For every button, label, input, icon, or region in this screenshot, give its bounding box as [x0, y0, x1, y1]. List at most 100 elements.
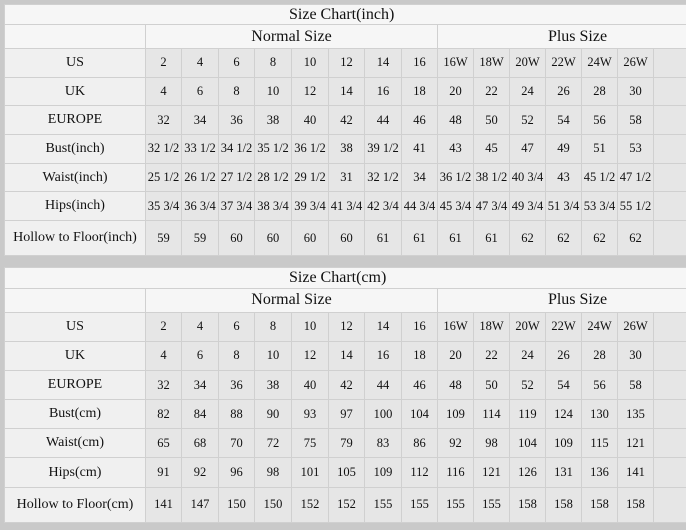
- plus-size-cell: 98: [473, 428, 510, 459]
- plus-size-cell: 135: [617, 399, 654, 430]
- plus-size-cell: 24W: [581, 311, 618, 342]
- empty-cell: [652, 486, 686, 524]
- plus-size-cell: 158: [545, 486, 582, 524]
- plus-size-cell: 51: [581, 134, 618, 164]
- table-row: UK 4 6 8 10 12 14 16 18 20 22 24 26 28 30: [4, 76, 686, 107]
- normal-size-cell: 16: [401, 311, 438, 342]
- normal-size-cell: 18: [401, 76, 438, 107]
- normal-size-cell: 36 3/4: [181, 191, 219, 222]
- plus-size-cell: 18W: [473, 48, 510, 78]
- normal-size-cell: 61: [401, 220, 438, 256]
- normal-size-cell: 28 1/2: [254, 162, 292, 193]
- normal-size-cell: 33 1/2: [181, 134, 219, 164]
- table-row: Bust(inch) 32 1/2 33 1/2 34 1/2 35 1/2 36 1/2…: [4, 134, 686, 164]
- normal-size-cell: 41: [401, 134, 438, 164]
- normal-size-cell: 101: [291, 457, 329, 488]
- normal-size-cell: 32: [145, 105, 182, 136]
- normal-size-cell: 27 1/2: [218, 162, 255, 193]
- plus-size-cell: 26W: [617, 311, 654, 342]
- empty-cell: [652, 311, 686, 342]
- normal-size-cell: 16: [401, 48, 438, 78]
- plus-size-cell: 52: [509, 370, 546, 401]
- normal-size-cell: 79: [328, 428, 365, 459]
- plus-size-cell: 158: [617, 486, 654, 524]
- normal-size-cell: 10: [254, 76, 292, 107]
- plus-size-cell: 47 1/2: [617, 162, 654, 193]
- plus-size-cell: 121: [473, 457, 510, 488]
- plus-size-cell: 92: [437, 428, 474, 459]
- plus-size-cell: 58: [617, 105, 654, 136]
- normal-size-cell: 35 3/4: [145, 191, 182, 222]
- table-row: EUROPE 32 34 36 38 40 42 44 46 48 50 52 54 56 58: [4, 105, 686, 136]
- empty-cell: [652, 399, 686, 430]
- normal-size-cell: 36: [218, 370, 255, 401]
- normal-size-cell: 14: [328, 76, 365, 107]
- plus-size-cell: 45 3/4: [437, 191, 474, 222]
- table-row: EUROPE 32 34 36 38 40 42 44 46 48 50 52 54 56 58: [4, 370, 686, 401]
- normal-size-cell: 61: [364, 220, 402, 256]
- normal-size-cell: 44 3/4: [401, 191, 438, 222]
- plus-size-cell: 55 1/2: [617, 191, 654, 222]
- normal-size-cell: 12: [328, 48, 365, 78]
- plus-size-cell: 155: [437, 486, 474, 524]
- plus-size-cell: 116: [437, 457, 474, 488]
- normal-size-cell: 65: [145, 428, 182, 459]
- row-label: Hollow to Floor(inch): [4, 220, 146, 256]
- plus-size-cell: 126: [509, 457, 546, 488]
- plus-size-cell: 24W: [581, 48, 618, 78]
- normal-size-cell: 93: [291, 399, 329, 430]
- normal-size-cell: 6: [218, 311, 255, 342]
- plus-size-cell: 16W: [437, 48, 474, 78]
- normal-size-cell: 38: [254, 370, 292, 401]
- blank-cell: [4, 287, 146, 313]
- normal-size-cell: 12: [328, 311, 365, 342]
- plus-size-cell: 47 3/4: [473, 191, 510, 222]
- normal-size-cell: 42 3/4: [364, 191, 402, 222]
- plus-size-cell: 22W: [545, 48, 582, 78]
- normal-size-cell: 34: [181, 105, 219, 136]
- normal-size-cell: 46: [401, 370, 438, 401]
- normal-size-cell: 68: [181, 428, 219, 459]
- plus-size-cell: 26: [545, 340, 582, 372]
- plus-size-cell: 48: [437, 105, 474, 136]
- normal-size-cell: 112: [401, 457, 438, 488]
- normal-size-cell: 10: [291, 311, 329, 342]
- normal-size-cell: 31: [328, 162, 365, 193]
- normal-size-cell: 60: [328, 220, 365, 256]
- row-label: Waist(inch): [4, 162, 146, 193]
- plus-size-cell: 158: [509, 486, 546, 524]
- plus-size-cell: 58: [617, 370, 654, 401]
- size-chart-cm: Size Chart(cm) Normal Size Plus Size US 2 4 6 8…: [3, 267, 686, 524]
- plus-size-cell: 62: [509, 220, 546, 256]
- normal-size-header: Normal Size: [145, 24, 438, 50]
- normal-size-cell: 141: [145, 486, 182, 524]
- normal-size-cell: 147: [181, 486, 219, 524]
- normal-size-cell: 10: [291, 48, 329, 78]
- row-label: Hips(cm): [4, 457, 146, 488]
- plus-size-cell: 62: [545, 220, 582, 256]
- row-label: Bust(inch): [4, 134, 146, 164]
- table-row: US 2 4 6 8 10 12 14 16 16W 18W 20W 22W 24W 26W: [4, 48, 686, 78]
- plus-size-cell: 22W: [545, 311, 582, 342]
- normal-size-cell: 44: [364, 370, 402, 401]
- plus-size-cell: 136: [581, 457, 618, 488]
- normal-size-cell: 90: [254, 399, 292, 430]
- empty-cell: [652, 220, 686, 256]
- plus-size-cell: 22: [473, 340, 510, 372]
- plus-size-cell: 26W: [617, 48, 654, 78]
- normal-size-cell: 14: [364, 48, 402, 78]
- plus-size-cell: 53: [617, 134, 654, 164]
- plus-size-cell: 109: [545, 428, 582, 459]
- plus-size-cell: 49 3/4: [509, 191, 546, 222]
- plus-size-cell: 20W: [509, 48, 546, 78]
- normal-size-cell: 35 1/2: [254, 134, 292, 164]
- normal-size-cell: 8: [218, 340, 255, 372]
- normal-size-cell: 75: [291, 428, 329, 459]
- normal-size-cell: 86: [401, 428, 438, 459]
- row-label: UK: [4, 340, 146, 372]
- normal-size-cell: 32 1/2: [364, 162, 402, 193]
- normal-size-cell: 10: [254, 340, 292, 372]
- row-label: EUROPE: [4, 105, 146, 136]
- plus-size-cell: 20: [437, 76, 474, 107]
- normal-size-cell: 155: [364, 486, 402, 524]
